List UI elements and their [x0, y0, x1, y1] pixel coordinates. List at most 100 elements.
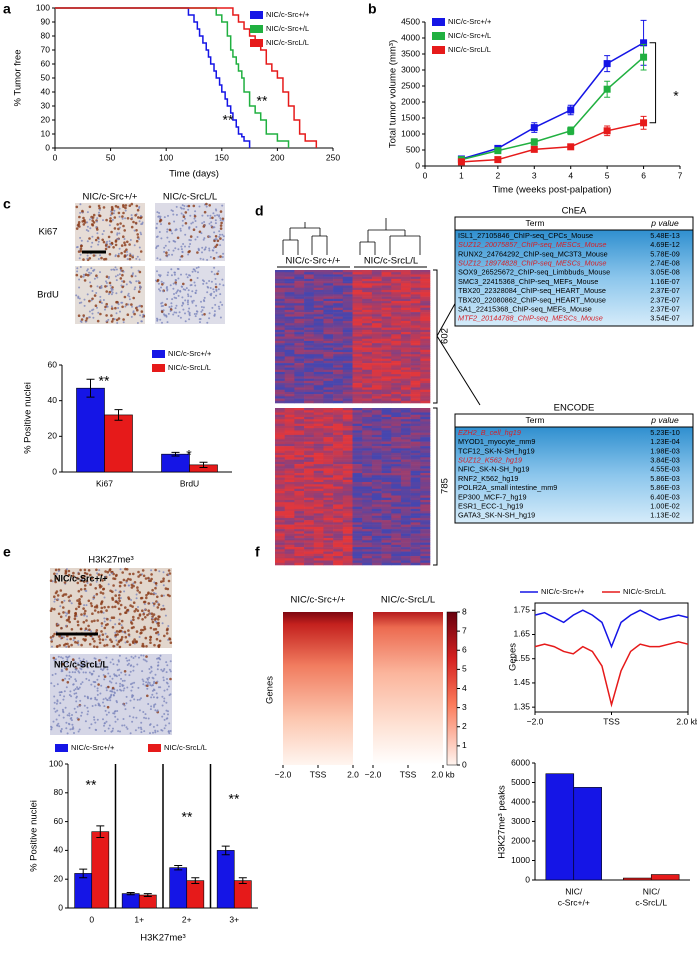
heatmap-cell [401, 312, 411, 315]
nucleus [105, 657, 107, 659]
heatmap-cell [323, 292, 333, 295]
table-cell: EZH2_B_cell_hg19 [458, 428, 521, 437]
heatmap-cell [382, 554, 392, 557]
heatmap-cell [362, 387, 372, 390]
heatmap-cell [275, 337, 285, 340]
heatmap-cell [353, 341, 363, 344]
nucleus [192, 302, 194, 304]
heatmap-cell [420, 437, 430, 440]
heatmap-cell [285, 504, 295, 507]
heatmap-cell [323, 294, 333, 297]
heatmap-cell [391, 534, 401, 537]
nucleus [96, 232, 98, 234]
heatmap-cell [382, 469, 392, 472]
nucleus [116, 643, 119, 646]
heatmap-cell [294, 417, 304, 420]
heatmap-cell [391, 451, 401, 454]
nucleus [215, 210, 217, 212]
heatmap-cell [304, 451, 314, 454]
nucleus [57, 623, 59, 625]
nucleus [83, 671, 85, 673]
heatmap-cell [343, 321, 353, 324]
heatmap-cell [382, 475, 392, 478]
nucleus [93, 670, 95, 672]
heatmap-cell [353, 394, 363, 397]
nucleus [129, 643, 132, 646]
nucleus [160, 669, 162, 671]
heatmap-cell [411, 527, 421, 530]
heatmap-cell [362, 538, 372, 541]
legend-label: NIC/c-SrcL/L [164, 743, 207, 752]
nucleus [80, 254, 82, 256]
heatmap-cell [294, 433, 304, 436]
heatmap-cell [382, 350, 392, 353]
heatmap-cell [362, 433, 372, 436]
heatmap-cell [343, 379, 353, 382]
colorbar-tick-label: 8 [462, 606, 467, 616]
heatmap-cell [314, 462, 324, 465]
heatmap-cell [314, 277, 324, 280]
heatmap-cell [382, 518, 392, 521]
nucleus [180, 246, 182, 248]
nucleus [116, 675, 118, 677]
nucleus [163, 571, 165, 573]
panel-label: e [3, 544, 11, 560]
heatmap-cell [391, 392, 401, 395]
y-tick-label: 500 [406, 144, 420, 154]
colorbar-tick-label: 6 [462, 645, 467, 655]
heatmap-cell [362, 368, 372, 371]
heatmap-cell [333, 430, 343, 433]
heatmap-cell [362, 383, 372, 386]
heatmap-cell [420, 332, 430, 335]
nucleus [210, 287, 212, 289]
heatmap-cell [294, 343, 304, 346]
heatmap-cell [304, 415, 314, 418]
heatmap-cell [401, 446, 411, 449]
nucleus [129, 604, 132, 607]
heatmap-cell [314, 522, 324, 525]
heatmap-cell [401, 370, 411, 373]
heatmap-cell [401, 428, 411, 431]
heatmap-cell [411, 545, 421, 548]
x-tick-label: Ki67 [96, 478, 113, 488]
heatmap-cell [275, 376, 285, 379]
heatmap-cell [294, 361, 304, 364]
heatmap-cell [401, 511, 411, 514]
table-cell: 1.23E-04 [650, 437, 680, 446]
heatmap-cell [372, 464, 382, 467]
nucleus [162, 577, 165, 580]
heatmap-cell [353, 498, 363, 501]
heatmap-cell [353, 379, 363, 382]
heatmap-cell [391, 464, 401, 467]
heatmap-cell [382, 379, 392, 382]
heatmap-cell [391, 558, 401, 561]
nucleus [54, 598, 56, 600]
nucleus [118, 640, 121, 643]
nucleus [174, 247, 176, 249]
heatmap-cell [401, 348, 411, 351]
heatmap-cell [304, 410, 314, 413]
heatmap-cell [362, 522, 372, 525]
nucleus [169, 229, 172, 232]
nucleus [122, 225, 125, 228]
nucleus [160, 223, 162, 225]
heatmap-cell [275, 310, 285, 313]
heatmap-cell [353, 475, 363, 478]
heatmap-cell [401, 484, 411, 487]
nucleus [93, 214, 96, 217]
heatmap-cell [362, 332, 372, 335]
heatmap-cell [343, 495, 353, 498]
x-tick-label: 0 [89, 914, 94, 924]
heatmap-cell [294, 552, 304, 555]
heatmap-cell [285, 272, 295, 275]
nucleus [104, 730, 106, 732]
heatmap-cell [353, 516, 363, 519]
heatmap-cell [343, 332, 353, 335]
heatmap-cell [362, 453, 372, 456]
bar [75, 873, 92, 908]
nucleus [71, 602, 73, 604]
heatmap-cell [275, 394, 285, 397]
heatmap-cell [314, 487, 324, 490]
heatmap-cell [304, 536, 314, 539]
heatmap-cell [353, 513, 363, 516]
